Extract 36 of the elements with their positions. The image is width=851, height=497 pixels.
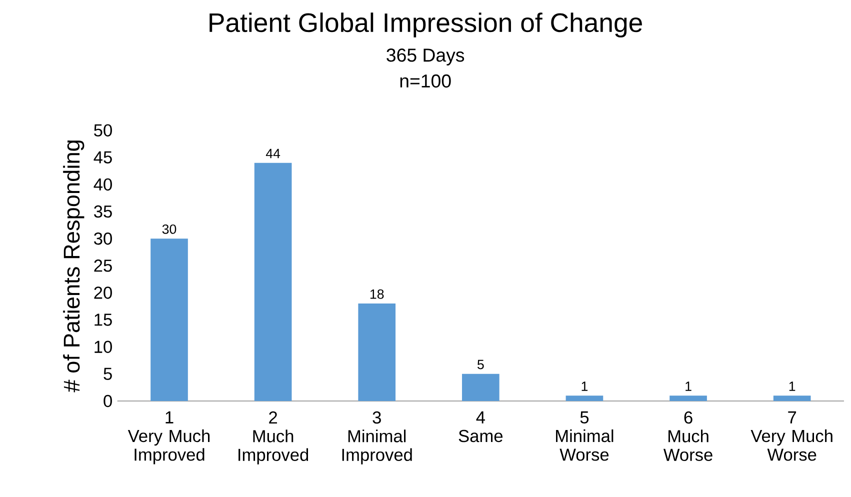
x-tick-label: 7 Very Much Worse: [750, 411, 832, 461]
y-tick-label: 10: [94, 340, 112, 353]
x-tick-label: 3 Minimal Improved: [342, 411, 412, 464]
x-tick-label: 4 Same: [458, 411, 503, 442]
bar: [358, 304, 396, 401]
y-tick-label: 35: [94, 205, 112, 218]
data-label: 1: [686, 382, 692, 391]
chart-title: Patient Global Impression of Change: [210, 12, 642, 38]
data-label: 5: [478, 360, 484, 370]
data-label: 1: [582, 382, 588, 391]
y-tick-label: 50: [94, 124, 112, 136]
y-tick-label: 25: [94, 260, 112, 272]
y-tick-label: 15: [94, 314, 112, 326]
bar: [670, 396, 707, 401]
y-tick-label: 30: [94, 232, 112, 245]
data-label: 1: [789, 382, 796, 391]
data-label: 18: [370, 289, 384, 299]
text: n=100: [400, 74, 451, 88]
x-tick-label: 5 Minimal Worse: [556, 411, 614, 461]
y-tick-label: 40: [94, 178, 112, 191]
data-label: 30: [162, 224, 176, 234]
y-tick-label: 45: [94, 151, 112, 164]
bar: [462, 374, 500, 401]
y-tick-label: 20: [94, 286, 112, 299]
bar: [150, 238, 188, 401]
y-axis-title: # of Patients Responding: [63, 140, 84, 392]
x-tick-label: 1 Very Much Improved: [128, 411, 210, 464]
y-tick-label: 5: [104, 368, 112, 380]
bar: [566, 396, 604, 401]
x-tick-label: 2 Much Improved: [238, 411, 308, 464]
data-label: 44: [266, 148, 280, 158]
bar: [773, 396, 811, 401]
x-tick-label: 6 Much Worse: [663, 411, 712, 461]
chart-subtitle: 365 Days: [386, 48, 464, 66]
bar: [254, 162, 292, 401]
y-tick-label: 0: [104, 394, 112, 408]
